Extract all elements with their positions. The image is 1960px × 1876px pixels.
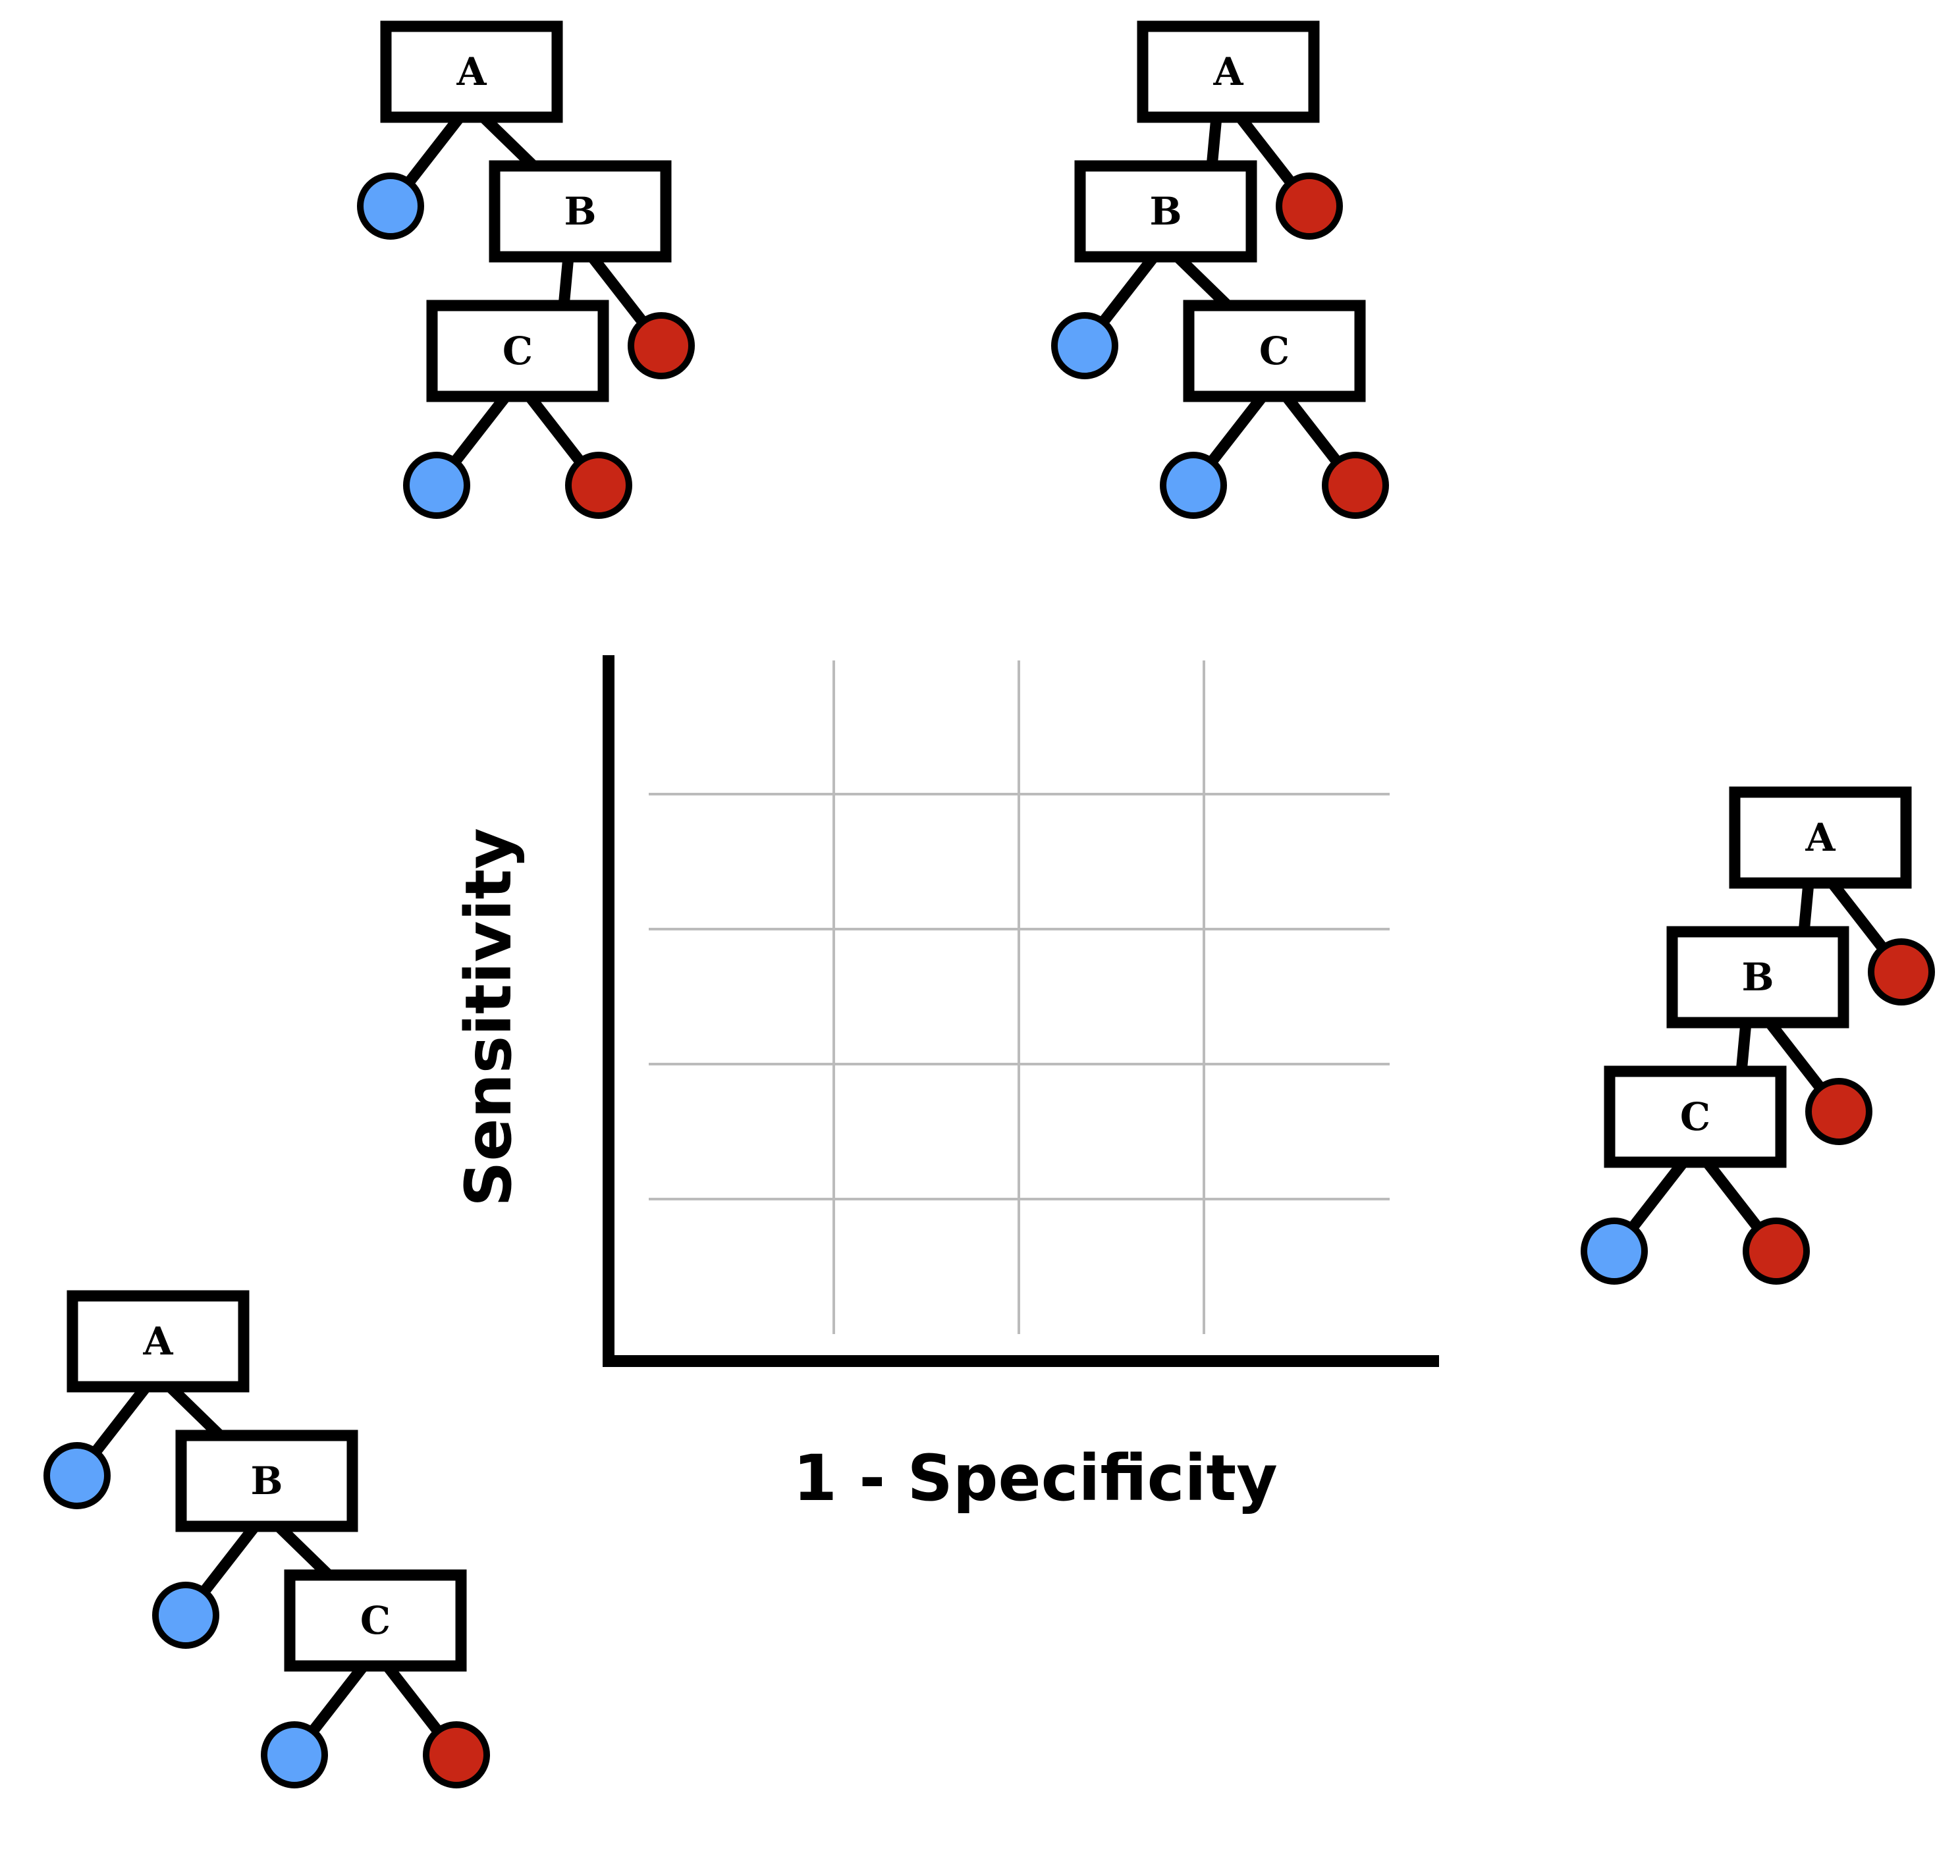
- tree-shapes: A B C: [357, 20, 695, 519]
- tree-node-label: A: [456, 49, 487, 94]
- leaf-node-red: [1322, 452, 1389, 519]
- tree-node-label: B: [564, 189, 596, 234]
- tree-node-box: [1666, 926, 1849, 1029]
- tree-edge: [166, 1382, 225, 1441]
- decision-tree-right: A B C: [1581, 786, 1935, 1285]
- tree-edge: [1798, 882, 1814, 933]
- tree-edge: [1174, 252, 1232, 311]
- leaf-node-red: [1276, 173, 1343, 240]
- leaf-node-blue: [152, 1582, 219, 1649]
- plot-axes: 1 - Specificity Sensitivity: [452, 655, 1439, 1515]
- tree-node-box: [489, 160, 672, 263]
- tree-node-box: [284, 1569, 467, 1672]
- leaf-node-blue: [1581, 1218, 1648, 1285]
- leaf-node-red: [565, 452, 632, 519]
- tree-node-box: [380, 20, 563, 123]
- leaf-node-red: [1868, 938, 1935, 1005]
- leaf-node-blue: [43, 1442, 111, 1509]
- tree-edge: [479, 113, 538, 171]
- leaf-node-red: [1805, 1078, 1872, 1145]
- leaf-node-blue: [261, 1721, 328, 1788]
- tree-node-label: A: [1212, 49, 1243, 94]
- leaf-node-red: [628, 312, 695, 379]
- tree-node-label: C: [1680, 1094, 1710, 1139]
- tree-node-label: B: [1741, 955, 1774, 1000]
- decision-trees: A B C A B C A B C A B C: [43, 20, 1935, 1788]
- decision-tree-bottom-left: A B C: [43, 1290, 490, 1788]
- tree-edge: [1206, 117, 1222, 167]
- tree-node-label: B: [1149, 189, 1182, 234]
- tree-node-box: [175, 1430, 358, 1532]
- tree-edge: [558, 256, 574, 307]
- tree-node-label: C: [503, 329, 533, 373]
- y-axis-label: Sensitivity: [452, 828, 526, 1206]
- tree-node-box: [67, 1290, 250, 1393]
- tree-node-box: [1729, 786, 1912, 889]
- tree-node-box: [1183, 300, 1366, 402]
- leaf-node-red: [1743, 1218, 1810, 1285]
- tree-node-label: C: [1259, 329, 1290, 373]
- tree-node-box: [1137, 20, 1320, 123]
- tree-shapes: A B C: [1051, 20, 1389, 519]
- tree-node-label: C: [360, 1598, 391, 1643]
- tree-node-label: A: [142, 1319, 173, 1364]
- tree-node-box: [1604, 1065, 1787, 1168]
- tree-shapes: A B C: [43, 1290, 490, 1788]
- decision-tree-top-left: A B C: [357, 20, 695, 519]
- leaf-node-blue: [403, 452, 470, 519]
- leaf-node-blue: [357, 173, 424, 240]
- tree-node-label: B: [250, 1459, 283, 1503]
- tree-shapes: A B C: [1581, 786, 1935, 1285]
- leaf-node-blue: [1051, 312, 1118, 379]
- tree-node-label: A: [1805, 815, 1836, 860]
- tree-node-box: [1074, 160, 1257, 263]
- decision-tree-top-right: A B C: [1051, 20, 1389, 519]
- x-axis-label: 1 - Specificity: [793, 1441, 1278, 1515]
- leaf-node-blue: [1160, 452, 1227, 519]
- tree-edge: [1735, 1022, 1752, 1073]
- leaf-node-red: [423, 1721, 490, 1788]
- tree-node-box: [426, 300, 609, 402]
- tree-edge: [275, 1522, 333, 1580]
- plot-grid: [649, 660, 1390, 1334]
